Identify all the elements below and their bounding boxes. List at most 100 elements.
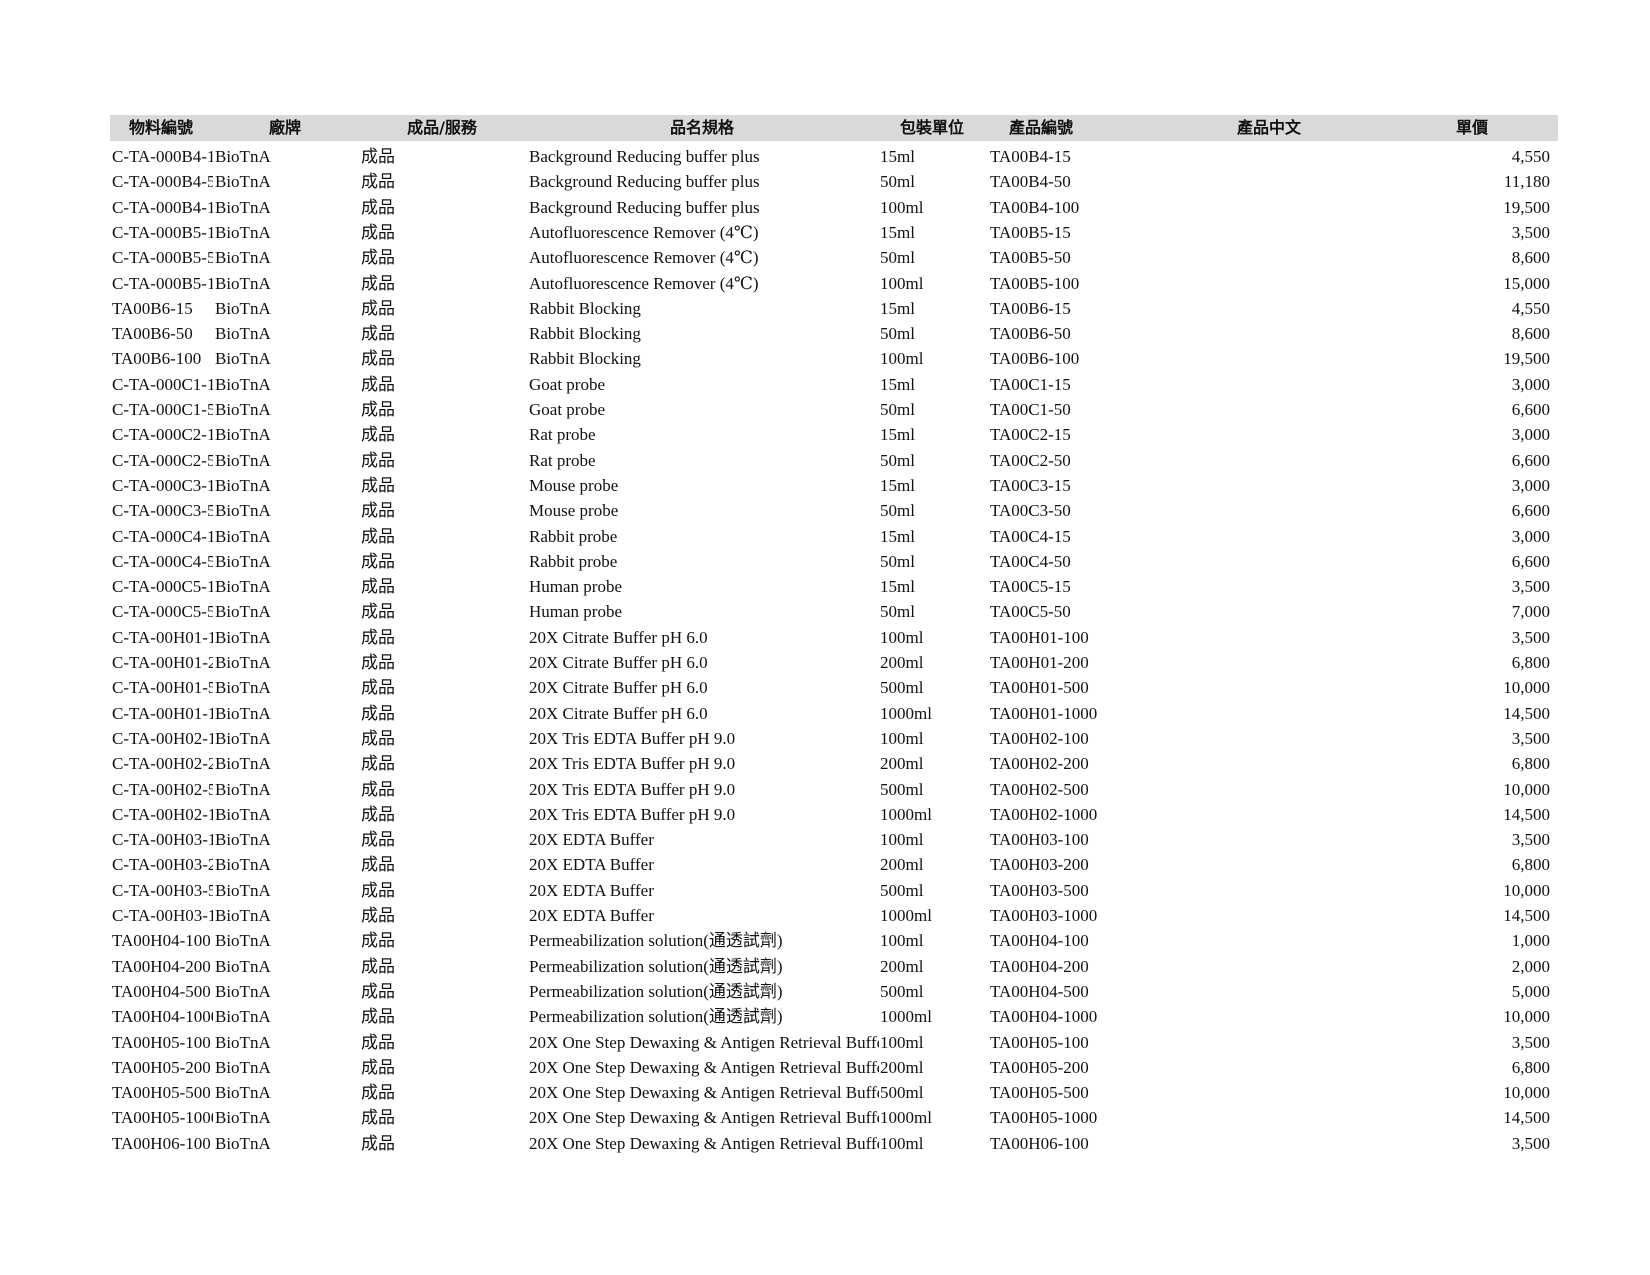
table-cell: TA00C1-15	[990, 374, 1071, 394]
table-cell: 100ml	[880, 627, 924, 647]
table-cell: 500ml	[880, 779, 924, 799]
table-cell: BioTnA	[215, 248, 271, 268]
table-cell: 20X Citrate Buffer pH 6.0	[529, 703, 708, 723]
table-cell: TA00H04-1000	[990, 1007, 1098, 1027]
table-cell: 15ml	[880, 475, 915, 495]
table-cell: 20X One Step Dewaxing & Antigen Retrieva…	[529, 1032, 879, 1052]
header-cell: 包裝單位	[899, 118, 965, 137]
table-cell: BioTnA	[215, 728, 271, 748]
table-cell: C-TA-000C2-1	[112, 425, 213, 445]
table-cell: 100ml	[880, 1032, 924, 1052]
header-cell: 單價	[1455, 118, 1489, 137]
table-cell: TA00H05-500	[990, 1083, 1089, 1103]
table-cell: C-TA-00H03-1	[112, 906, 213, 925]
table-cell: TA00H02-1000	[990, 804, 1098, 824]
table-cell: BioTnA	[215, 298, 271, 318]
table-cell: TA00B5-15	[990, 222, 1071, 242]
table-cell: 成品	[361, 906, 395, 925]
price-cell: 3,000	[1511, 475, 1550, 495]
table-cell: TA00C3-50	[990, 501, 1071, 521]
table-cell: BioTnA	[215, 551, 271, 571]
table-cell: TA00H04-1000	[112, 1007, 213, 1027]
header-cell: 物料編號	[128, 118, 194, 137]
table-cell: Mouse probe	[529, 475, 619, 495]
price-cell: 14,500	[1503, 906, 1550, 925]
table-cell: TA00H03-500	[990, 880, 1089, 900]
table-cell: BioTnA	[215, 1032, 271, 1052]
price-cell: 3,000	[1511, 374, 1550, 394]
table-cell: TA00H02-500	[990, 779, 1089, 799]
table-cell: 成品	[361, 981, 395, 1001]
price-cell: 6,600	[1511, 450, 1550, 470]
table-cell: Rabbit Blocking	[529, 324, 641, 344]
table-cell: 成品	[361, 678, 395, 698]
table-cell: Goat probe	[529, 400, 606, 419]
table-cell: 20X Tris EDTA Buffer pH 9.0	[529, 804, 736, 824]
table-cell: 成品	[361, 1057, 395, 1077]
table-cell: TA00H03-200	[990, 855, 1089, 875]
table-cell: 成品	[361, 450, 395, 470]
table-cell: BioTnA	[215, 172, 271, 192]
table-cell: BioTnA	[215, 374, 271, 394]
table-cell: Permeabilization solution(通透試劑)	[529, 1007, 783, 1027]
table-cell: Background Reducing buffer plus	[529, 172, 760, 192]
price-cell: 14,500	[1503, 804, 1550, 824]
table-cell: BioTnA	[215, 1083, 271, 1103]
table-cell: BioTnA	[215, 577, 271, 597]
table-cell: 500ml	[880, 678, 924, 698]
table-cell: C-TA-00H01-2	[112, 653, 213, 672]
table-cell: Human probe	[529, 602, 623, 622]
table-cell: 成品	[361, 248, 395, 268]
table-cell: TA00C1-50	[990, 400, 1071, 419]
table-cell: 15ml	[880, 425, 915, 445]
table-cell: TA00B6-15	[990, 298, 1071, 318]
price-cell: 11,180	[1503, 172, 1550, 192]
table-cell: 20X Tris EDTA Buffer pH 9.0	[529, 754, 736, 774]
table-cell: C-TA-000C4-1	[112, 526, 213, 546]
table-cell: 50ml	[880, 551, 915, 571]
price-cell: 10,000	[1503, 1083, 1550, 1103]
table-cell: Rat probe	[529, 450, 596, 470]
table-cell: 500ml	[880, 981, 924, 1001]
table-cell: BioTnA	[215, 804, 271, 824]
table-cell: BioTnA	[215, 147, 271, 166]
table-cell: 1000ml	[880, 804, 932, 824]
table-cell: C-TA-000C1-1	[112, 374, 213, 394]
table-cell: C-TA-000C4-5	[112, 551, 213, 571]
table-cell: 20X Citrate Buffer pH 6.0	[529, 653, 708, 672]
header-cell: 產品編號	[1008, 118, 1074, 137]
table-cell: 100ml	[880, 728, 924, 748]
table-cell: TA00B6-50	[112, 324, 193, 344]
table-cell: 成品	[361, 728, 395, 748]
table-cell: BioTnA	[215, 830, 271, 850]
price-cell: 3,500	[1511, 577, 1550, 597]
table-cell: BioTnA	[215, 450, 271, 470]
table-cell: BioTnA	[215, 1007, 271, 1027]
price-cell: 10,000	[1503, 779, 1550, 799]
price-cell: 3,500	[1511, 1133, 1550, 1153]
table-cell: BioTnA	[215, 981, 271, 1001]
table-cell: C-TA-000C2-5	[112, 450, 213, 470]
table-cell: TA00H06-100	[112, 1133, 211, 1153]
table-cell: C-TA-000C1-5	[112, 400, 213, 419]
table-cell: C-TA-00H01-1	[112, 703, 213, 723]
price-cell: 5,000	[1511, 981, 1550, 1001]
table-cell: 15ml	[880, 298, 915, 318]
table-cell: TA00H05-200	[990, 1057, 1089, 1077]
table-cell: Rabbit Blocking	[529, 298, 641, 318]
table-cell: TA00H05-100	[112, 1032, 211, 1052]
header-cell: 品名規格	[669, 118, 735, 137]
table-cell: 成品	[361, 804, 395, 824]
table-cell: 20X Tris EDTA Buffer pH 9.0	[529, 779, 736, 799]
table-cell: C-TA-00H03-2	[112, 855, 213, 875]
price-cell: 6,800	[1511, 653, 1550, 672]
table-cell: 成品	[361, 1007, 395, 1027]
table-cell: C-TA-000B4-5	[112, 172, 213, 192]
table-cell: 成品	[361, 273, 395, 293]
table-cell: Mouse probe	[529, 501, 619, 521]
table-cell: TA00H05-1000	[112, 1108, 213, 1128]
table-cell: Autofluorescence Remover (4℃)	[529, 222, 759, 242]
table-cell: 成品	[361, 425, 395, 445]
table-cell: C-TA-00H02-1	[112, 804, 213, 824]
table-cell: 1000ml	[880, 703, 932, 723]
